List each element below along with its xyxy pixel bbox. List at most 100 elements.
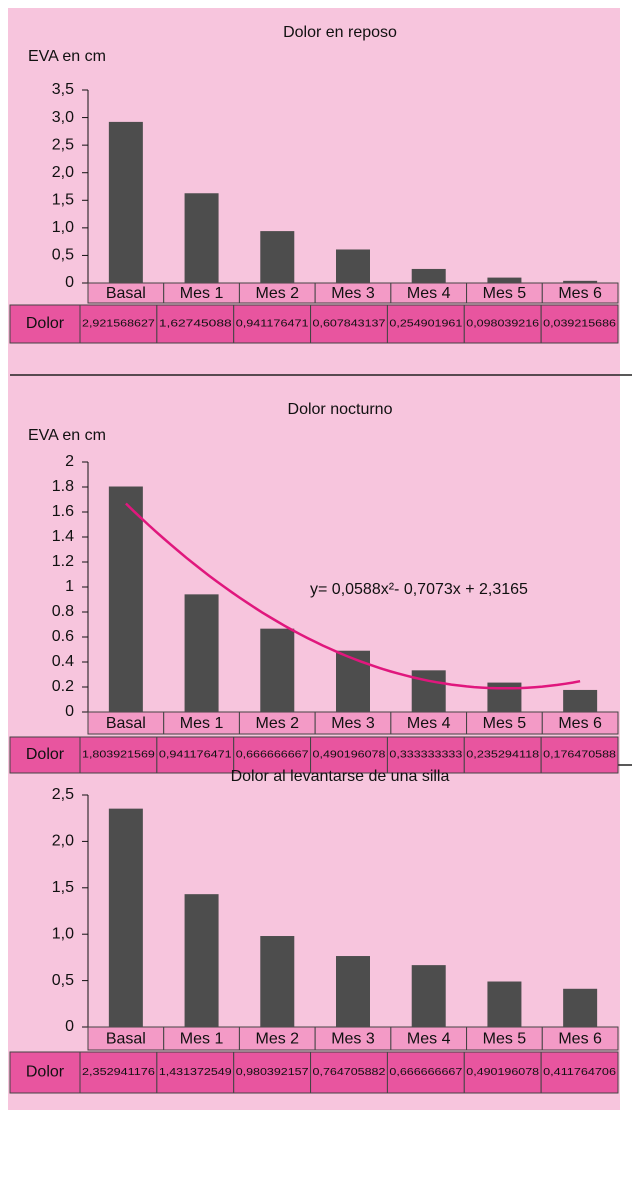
table-cell bbox=[540, 304, 619, 344]
data-label: 0,764705882 bbox=[313, 1067, 386, 1078]
y-tick-label: 1.4 bbox=[52, 528, 74, 545]
bar bbox=[563, 988, 598, 1027]
x-tick-label: Mes 5 bbox=[483, 285, 527, 302]
y-tick-label: 1,5 bbox=[52, 879, 74, 896]
data-label: 1,431372549 bbox=[159, 1067, 232, 1078]
data-label: 1,62745088 bbox=[159, 319, 232, 330]
bar bbox=[563, 689, 598, 712]
x-tick-label: Mes 3 bbox=[331, 285, 375, 302]
x-tick-label: Basal bbox=[106, 715, 146, 732]
table-cell bbox=[386, 1051, 465, 1094]
data-label: 1,803921569 bbox=[82, 750, 155, 761]
bar bbox=[411, 670, 446, 712]
y-tick-label: 0.8 bbox=[52, 603, 74, 620]
y-tick-label: 1,5 bbox=[52, 192, 74, 209]
table-header-cell bbox=[9, 304, 81, 344]
data-label: 0,490196078 bbox=[313, 750, 386, 761]
y-tick-label: 1 bbox=[65, 578, 74, 595]
x-tick-label: Mes 1 bbox=[180, 285, 224, 302]
table-cell bbox=[540, 1051, 619, 1094]
bar bbox=[108, 121, 143, 283]
data-label: 0,666666667 bbox=[236, 750, 309, 761]
y-tick-label: 3,0 bbox=[52, 109, 74, 126]
y-tick-label: 0.2 bbox=[52, 678, 74, 695]
x-tick-label: Mes 2 bbox=[255, 285, 299, 302]
y-tick-label: 1.8 bbox=[52, 478, 74, 495]
data-label: 2,921568627 bbox=[82, 319, 155, 330]
bar bbox=[260, 231, 295, 283]
data-label: 0,254901961 bbox=[389, 319, 462, 330]
y-tick-label: 2,5 bbox=[52, 136, 74, 153]
chart-title: Dolor en reposo bbox=[283, 24, 397, 41]
y-tick-label: 0,5 bbox=[52, 972, 74, 989]
legend-label: Dolor bbox=[26, 746, 65, 763]
bar bbox=[411, 268, 446, 283]
data-label: 0,941176471 bbox=[236, 319, 309, 330]
data-label: 0,333333333 bbox=[389, 750, 462, 761]
data-label: 0,490196078 bbox=[466, 1067, 539, 1078]
table-cell bbox=[79, 1051, 158, 1094]
data-label: 0,980392157 bbox=[236, 1067, 309, 1078]
bar bbox=[563, 280, 598, 283]
y-tick-label: 1,0 bbox=[52, 925, 74, 942]
table-cell bbox=[463, 304, 542, 344]
bar bbox=[260, 936, 295, 1027]
x-tick-label: Mes 6 bbox=[558, 715, 602, 732]
x-tick-label: Mes 2 bbox=[255, 715, 299, 732]
table-cell bbox=[233, 304, 312, 344]
data-label: 0,176470588 bbox=[543, 750, 616, 761]
y-tick-label: 1.2 bbox=[52, 553, 74, 570]
y-tick-label: 2 bbox=[65, 453, 74, 470]
table-header-cell bbox=[9, 1051, 81, 1094]
data-label: 0,607843137 bbox=[313, 319, 386, 330]
bar bbox=[260, 628, 295, 712]
chart-title: Dolor nocturno bbox=[288, 401, 393, 418]
bar bbox=[487, 981, 522, 1027]
x-tick-label: Mes 1 bbox=[180, 1031, 224, 1048]
bar bbox=[336, 249, 370, 283]
bar bbox=[184, 193, 219, 283]
x-tick-label: Mes 4 bbox=[407, 285, 451, 302]
y-tick-label: 0 bbox=[65, 1018, 74, 1035]
x-tick-label: Mes 4 bbox=[407, 715, 451, 732]
bar bbox=[336, 956, 370, 1027]
panel-background bbox=[8, 8, 620, 1110]
y-tick-label: 2,0 bbox=[52, 164, 74, 181]
y-tick-label: 2,0 bbox=[52, 833, 74, 850]
trendline-equation: y= 0,0588x²- 0,7073x + 2,3165 bbox=[310, 581, 528, 598]
y-tick-label: 1.6 bbox=[52, 503, 74, 520]
chart-title: Dolor al levantarse de una silla bbox=[231, 768, 450, 785]
x-tick-label: Mes 1 bbox=[180, 715, 224, 732]
table-cell bbox=[463, 736, 542, 774]
table-cell bbox=[386, 736, 465, 774]
table-cell bbox=[156, 736, 235, 774]
table-cell bbox=[310, 1051, 388, 1094]
bar bbox=[411, 965, 446, 1027]
data-label: 0,039215686 bbox=[543, 319, 616, 330]
legend-label: Dolor bbox=[26, 315, 65, 332]
y-tick-label: 1,0 bbox=[52, 219, 74, 236]
y-tick-label: 2,5 bbox=[52, 786, 74, 803]
y-axis-label: EVA en cm bbox=[28, 48, 106, 65]
y-tick-label: 0,5 bbox=[52, 247, 74, 264]
y-tick-label: 0 bbox=[65, 703, 74, 720]
y-tick-label: 0.4 bbox=[52, 653, 74, 670]
table-cell bbox=[156, 1051, 235, 1094]
bar bbox=[108, 486, 143, 712]
y-tick-label: 0.6 bbox=[52, 628, 74, 645]
x-tick-label: Basal bbox=[106, 285, 146, 302]
data-label: 0,098039216 bbox=[466, 319, 539, 330]
trendline bbox=[125, 502, 581, 690]
y-axis-label: EVA en cm bbox=[28, 427, 106, 444]
x-tick-label: Mes 6 bbox=[558, 1031, 602, 1048]
y-tick-label: 0 bbox=[65, 274, 74, 291]
table-cell bbox=[540, 736, 619, 774]
table-cell bbox=[79, 736, 158, 774]
bar bbox=[184, 594, 219, 712]
data-label: 0,411764706 bbox=[543, 1067, 616, 1078]
table-cell bbox=[233, 736, 312, 774]
bar bbox=[184, 894, 219, 1027]
x-tick-label: Mes 4 bbox=[407, 1031, 451, 1048]
